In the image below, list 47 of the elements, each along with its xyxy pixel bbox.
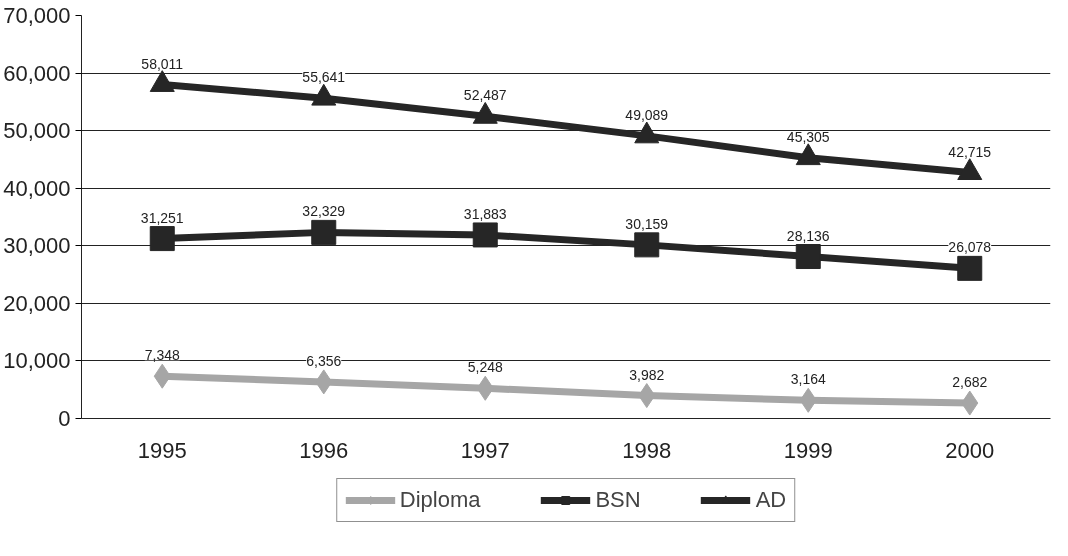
data-label: 49,089 xyxy=(625,106,669,123)
data-label: 31,883 xyxy=(463,205,507,222)
y-tick-label: 50,000 xyxy=(3,118,71,144)
x-tick-label: 2000 xyxy=(945,437,995,463)
data-label: 2,682 xyxy=(952,374,988,391)
data-label: 55,641 xyxy=(302,69,346,86)
y-tick-label: 10,000 xyxy=(3,348,71,374)
point xyxy=(957,158,983,181)
legend-label: AD xyxy=(755,487,787,513)
point xyxy=(472,222,498,248)
data-label: 42,715 xyxy=(948,143,992,160)
data-label: 3,164 xyxy=(790,371,826,388)
data-label: 3,982 xyxy=(629,366,665,383)
point xyxy=(472,101,498,124)
data-label: 5,248 xyxy=(467,359,503,376)
x-tick-label: 1998 xyxy=(622,437,672,463)
data-label: 7,348 xyxy=(144,347,180,364)
point xyxy=(957,255,983,281)
x-tick-label: 1997 xyxy=(460,437,510,463)
point xyxy=(149,226,175,252)
data-label: 32,329 xyxy=(302,203,346,220)
data-label: 28,136 xyxy=(786,227,830,244)
y-tick-label: 20,000 xyxy=(3,290,71,316)
y-tick-label: 0 xyxy=(58,406,71,431)
x-tick-label: 1999 xyxy=(783,437,833,463)
y-tick-label: 70,000 xyxy=(3,3,71,28)
data-label: 31,251 xyxy=(140,209,184,226)
y-tick-label: 60,000 xyxy=(3,60,71,86)
point xyxy=(311,83,337,106)
y-tick-label: 40,000 xyxy=(3,175,71,201)
x-tick-label: 1995 xyxy=(137,437,187,463)
data-label: 6,356 xyxy=(306,352,342,369)
point xyxy=(795,143,821,166)
data-label: 26,078 xyxy=(948,239,992,256)
data-label: 52,487 xyxy=(463,87,507,104)
legend-label: Diploma xyxy=(399,487,481,513)
data-label: 45,305 xyxy=(786,128,830,145)
x-tick-label: 1996 xyxy=(299,437,349,463)
point xyxy=(795,244,821,270)
data-label: 58,011 xyxy=(141,55,184,72)
legend-label: BSN xyxy=(595,487,641,513)
point xyxy=(311,219,337,245)
point xyxy=(149,70,175,92)
point xyxy=(634,121,660,144)
point xyxy=(634,232,660,258)
y-tick-label: 30,000 xyxy=(3,233,71,259)
data-label: 30,159 xyxy=(625,215,669,232)
